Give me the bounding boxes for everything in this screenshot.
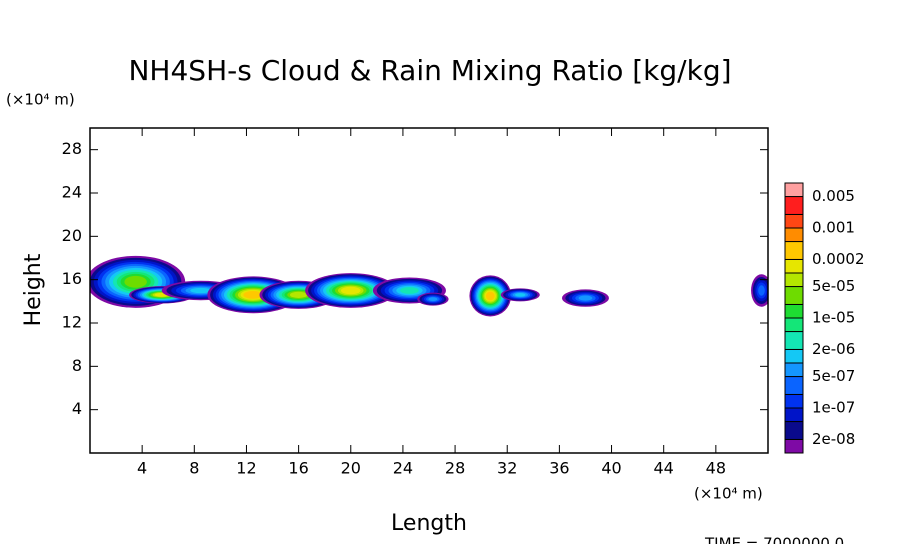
y-tick-label: 8 [72,356,82,375]
colorbar-label: 1e-07 [812,399,855,417]
x-tick-label: 28 [445,459,465,478]
colorbar-box [784,393,804,409]
x-tick-label: 4 [137,459,147,478]
cloud-contour [289,291,308,298]
x-axis-label: Length [391,511,467,536]
x-tick-label: 8 [189,459,199,478]
y-tick-label: 4 [72,399,82,418]
x-unit: (×10⁴ m) [694,485,763,503]
x-tick-label: 32 [497,459,517,478]
colorbar-label: 0.001 [812,219,855,237]
colorbar-box [784,241,804,260]
x-tick-label: 36 [549,459,569,478]
y-tick-label: 16 [62,269,82,288]
colorbar-label: 0.005 [812,187,855,205]
colorbar-label: 5e-05 [812,277,855,295]
y-tick-label: 24 [62,183,82,202]
colorbar-box [784,227,804,243]
cloud-contour [514,293,526,297]
colorbar-box [784,376,804,395]
colorbar-box [784,362,804,378]
y-tick-label: 12 [62,313,82,332]
colorbar-label: 2e-08 [812,430,855,448]
y-unit: (×10⁴ m) [6,91,75,109]
cloud-contour [578,295,593,301]
x-tick-label: 40 [601,459,621,478]
cloud-contour [340,286,361,295]
cloud-contour [428,297,438,302]
cloud-contour [124,275,147,288]
x-tick-label: 24 [393,459,413,478]
colorbar-label: 5e-07 [812,367,855,385]
footer: TIME = 7000000.0 [704,535,844,544]
colorbar-box [784,348,804,364]
y-tick-label: 20 [62,226,82,245]
cloud-contour [758,285,765,296]
colorbar-box [784,258,804,274]
x-tick-label: 20 [341,459,361,478]
colorbar-box [784,317,804,333]
colorbar-label: 2e-06 [812,340,855,358]
x-tick-label: 12 [236,459,256,478]
colorbar-label: 0.0002 [812,250,865,268]
colorbar-label: 1e-05 [812,309,855,327]
cloud-contour [190,287,212,294]
colorbar-box [784,421,804,440]
colorbar-box [784,303,804,319]
cloud-contour [400,287,419,294]
colorbar-box [784,438,804,454]
cloud-contour [485,291,495,301]
x-tick-label: 44 [654,459,674,478]
cloud-contour [243,290,263,299]
colorbar-box [784,331,804,350]
colorbar-box [784,196,804,215]
colorbar-box [784,286,804,305]
colorbar-box [784,272,804,288]
colorbar-box [784,182,804,198]
colorbar-box [784,407,804,423]
y-tick-label: 28 [62,139,82,158]
colorbar-box [784,213,804,229]
x-tick-label: 16 [288,459,308,478]
plot-frame [89,127,769,454]
x-tick-label: 48 [706,459,726,478]
chart-title: NH4SH-s Cloud & Rain Mixing Ratio [kg/kg… [128,54,731,87]
y-axis-label: Height [21,253,46,326]
plot-area [90,255,768,317]
